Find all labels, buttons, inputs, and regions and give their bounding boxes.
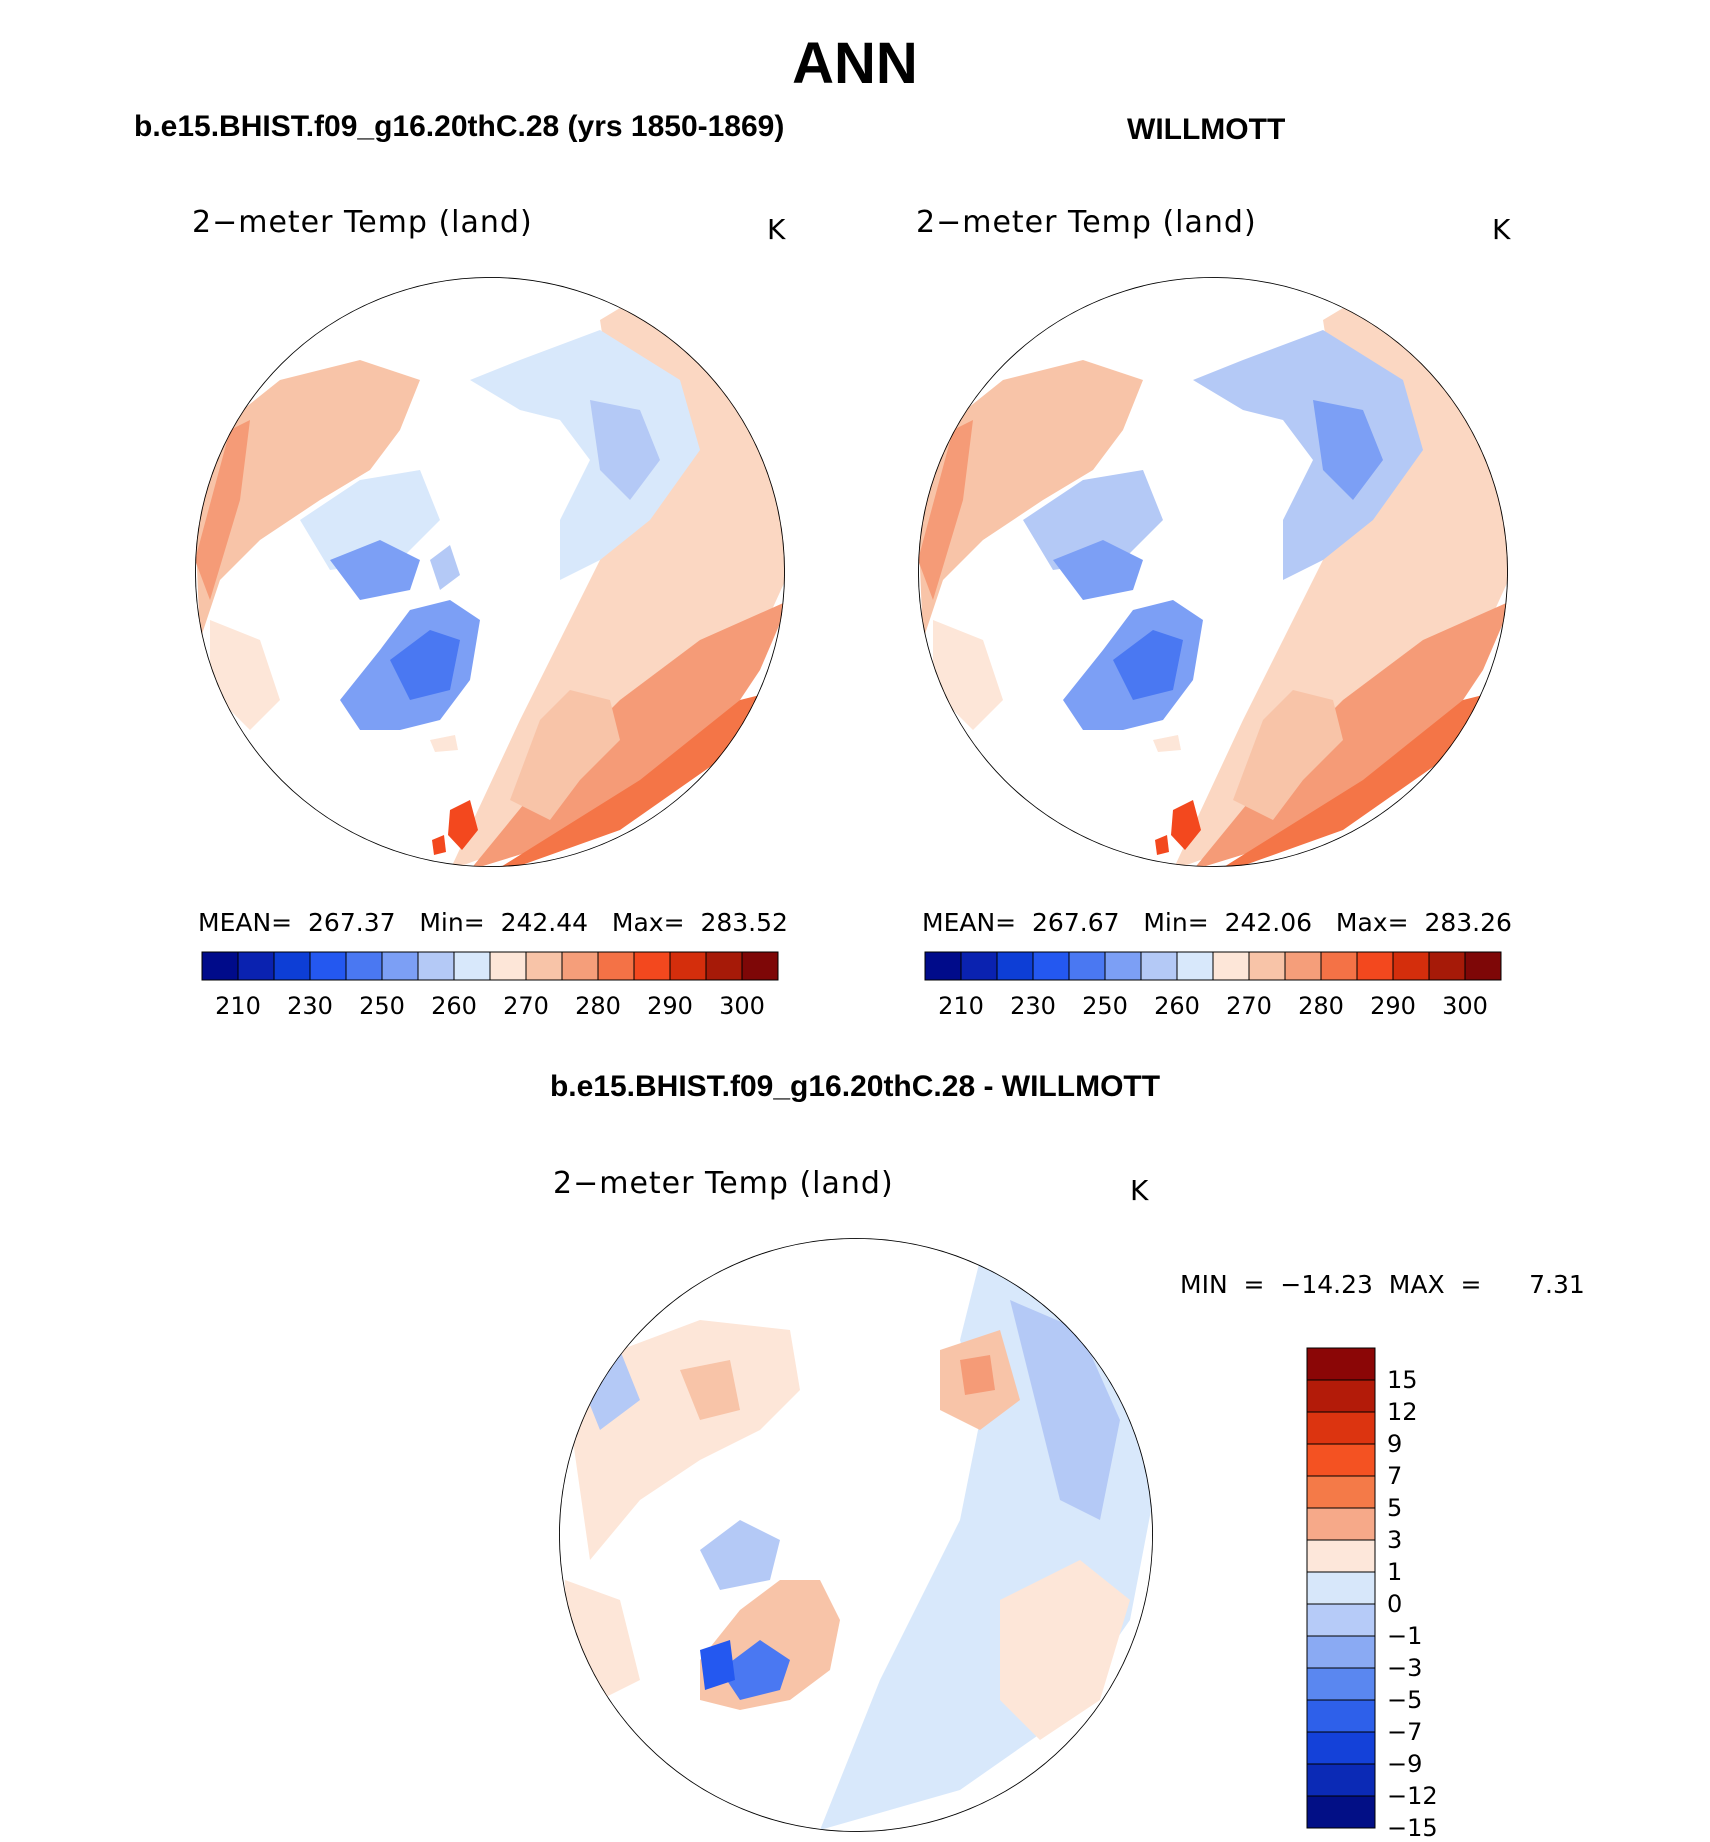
colorbar-tick-label: 280: [1298, 992, 1344, 1020]
colorbar-swatch: [489, 951, 527, 981]
colorbar-tick-label: 3: [1387, 1526, 1403, 1554]
colorbar-tick-label: 270: [503, 992, 549, 1020]
colorbar-swatch: [669, 951, 707, 981]
colorbar-swatch: [201, 951, 239, 981]
colorbar-tick-label: 300: [1442, 992, 1488, 1020]
colorbar-swatch: [1104, 951, 1142, 981]
diff-map: [559, 1238, 1153, 1832]
colorbar-swatch: [273, 951, 311, 981]
panel-2-map: [918, 277, 1508, 867]
colorbar-swatch: [924, 951, 962, 981]
colorbar-tick-label: −1: [1387, 1622, 1423, 1650]
colorbar-tick-label: −12: [1387, 1782, 1438, 1810]
colorbar-swatch: [237, 951, 275, 981]
colorbar-swatch: [1306, 1443, 1376, 1477]
panel-2-header: WILLMOTT: [1127, 113, 1286, 146]
colorbar-tick-label: 12: [1387, 1398, 1418, 1426]
colorbar-swatch: [1306, 1763, 1376, 1797]
colorbar-swatch: [1306, 1347, 1376, 1381]
colorbar-swatch: [1306, 1379, 1376, 1413]
colorbar-swatch: [309, 951, 347, 981]
colorbar-swatch: [1428, 951, 1466, 981]
panel-2-colorbar: [924, 951, 1502, 981]
colorbar-tick-label: −3: [1387, 1654, 1423, 1682]
panel-2-stats: MEAN= 267.67 Min= 242.06 Max= 283.26: [922, 908, 1512, 937]
colorbar-tick-label: 210: [215, 992, 261, 1020]
colorbar-swatch: [561, 951, 599, 981]
colorbar-tick-label: 260: [431, 992, 477, 1020]
colorbar-tick-label: 7: [1387, 1462, 1403, 1490]
colorbar-swatch: [1306, 1475, 1376, 1509]
colorbar-swatch: [1306, 1635, 1376, 1669]
diff-colorbar: [1306, 1347, 1376, 1829]
colorbar-swatch: [1306, 1507, 1376, 1541]
colorbar-swatch: [1306, 1731, 1376, 1765]
colorbar-swatch: [1068, 951, 1106, 981]
colorbar-swatch: [1140, 951, 1178, 981]
colorbar-swatch: [1306, 1411, 1376, 1445]
colorbar-swatch: [1248, 951, 1286, 981]
colorbar-tick-label: −15: [1387, 1814, 1438, 1842]
panel-2-unit: K: [1492, 213, 1511, 246]
colorbar-swatch: [1392, 951, 1430, 981]
colorbar-tick-label: 250: [359, 992, 405, 1020]
panel-1-map: [195, 277, 785, 867]
colorbar-swatch: [597, 951, 635, 981]
panel-1-stats: MEAN= 267.37 Min= 242.44 Max= 283.52: [198, 908, 788, 937]
colorbar-swatch: [453, 951, 491, 981]
panel-2-field-label: 2−meter Temp (land): [916, 205, 1257, 240]
colorbar-swatch: [1306, 1667, 1376, 1701]
colorbar-tick-label: −7: [1387, 1718, 1423, 1746]
colorbar-swatch: [1176, 951, 1214, 981]
colorbar-tick-label: 270: [1226, 992, 1272, 1020]
colorbar-swatch: [1306, 1699, 1376, 1733]
colorbar-swatch: [705, 951, 743, 981]
colorbar-swatch: [1306, 1571, 1376, 1605]
diff-stats: MIN = −14.23 MAX = 7.31: [1180, 1270, 1585, 1299]
colorbar-tick-label: 210: [938, 992, 984, 1020]
colorbar-tick-label: 0: [1387, 1590, 1403, 1618]
panel-1-field-label: 2−meter Temp (land): [192, 205, 533, 240]
colorbar-tick-label: 290: [1370, 992, 1416, 1020]
panel-1-colorbar: [201, 951, 779, 981]
colorbar-swatch: [1032, 951, 1070, 981]
colorbar-tick-label: 15: [1387, 1366, 1418, 1394]
colorbar-swatch: [1306, 1795, 1376, 1829]
colorbar-swatch: [1356, 951, 1394, 981]
colorbar-swatch: [633, 951, 671, 981]
colorbar-swatch: [525, 951, 563, 981]
colorbar-tick-label: 250: [1082, 992, 1128, 1020]
colorbar-swatch: [741, 951, 779, 981]
colorbar-tick-label: 9: [1387, 1430, 1403, 1458]
colorbar-tick-label: 300: [719, 992, 765, 1020]
colorbar-swatch: [345, 951, 383, 981]
colorbar-swatch: [1320, 951, 1358, 981]
colorbar-tick-label: 230: [287, 992, 333, 1020]
colorbar-swatch: [1306, 1539, 1376, 1573]
colorbar-swatch: [1306, 1603, 1376, 1637]
colorbar-tick-label: 260: [1154, 992, 1200, 1020]
colorbar-swatch: [1212, 951, 1250, 981]
diff-field-label: 2−meter Temp (land): [553, 1166, 894, 1201]
colorbar-swatch: [381, 951, 419, 981]
colorbar-tick-label: −9: [1387, 1750, 1423, 1778]
colorbar-tick-label: 5: [1387, 1494, 1403, 1522]
colorbar-tick-label: −5: [1387, 1686, 1423, 1714]
panel-1-unit: K: [767, 213, 786, 246]
colorbar-swatch: [417, 951, 455, 981]
colorbar-swatch: [996, 951, 1034, 981]
main-title: ANN: [792, 31, 918, 96]
panel-1-header: b.e15.BHIST.f09_g16.20thC.28 (yrs 1850-1…: [134, 110, 785, 143]
colorbar-swatch: [1284, 951, 1322, 981]
colorbar-tick-label: 230: [1010, 992, 1056, 1020]
colorbar-tick-label: 1: [1387, 1558, 1403, 1586]
colorbar-tick-label: 280: [575, 992, 621, 1020]
diff-unit: K: [1130, 1174, 1149, 1207]
colorbar-swatch: [1464, 951, 1502, 981]
diff-panel-header: b.e15.BHIST.f09_g16.20thC.28 - WILLMOTT: [549, 1070, 1161, 1103]
colorbar-tick-label: 290: [647, 992, 693, 1020]
colorbar-swatch: [960, 951, 998, 981]
